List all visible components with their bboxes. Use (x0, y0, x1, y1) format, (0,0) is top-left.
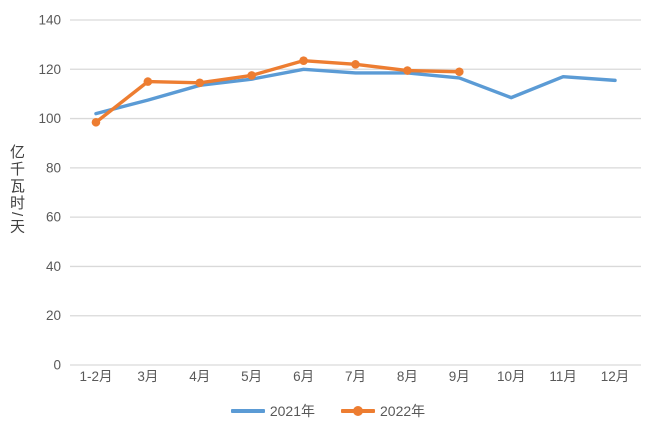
y-tick-label: 20 (46, 308, 61, 323)
data-point-marker (403, 66, 412, 75)
x-tick-label: 4月 (189, 369, 210, 384)
series-line-2021 (94, 67, 617, 116)
data-point-marker (299, 56, 308, 65)
x-tick-label: 3月 (137, 369, 158, 384)
legend-line-swatch-2021 (230, 409, 265, 413)
x-tick-label: 12月 (601, 369, 630, 384)
x-tick-label: 11月 (549, 369, 577, 384)
legend-item-2022[interactable]: 2022年 (341, 401, 425, 421)
x-tick-label: 9月 (449, 369, 470, 384)
y-axis-title: 亿千瓦时/天 (8, 144, 25, 236)
x-tick-label: 10月 (497, 369, 526, 384)
x-tick-label: 5月 (241, 369, 262, 384)
legend-item-2021[interactable]: 2021年 (230, 401, 315, 421)
y-tick-label: 0 (53, 358, 61, 373)
y-tick-label: 80 (46, 160, 61, 175)
data-point-marker (143, 77, 153, 86)
data-point-marker (91, 117, 101, 127)
chart-legend: 2021年 2022年 (0, 401, 656, 421)
y-tick-label: 140 (38, 13, 61, 28)
legend-label-2022: 2022年 (380, 403, 426, 419)
legend-marker-dot (353, 406, 363, 416)
data-point-marker (195, 78, 205, 88)
series-line-2022 (94, 58, 462, 124)
y-tick-label: 40 (46, 259, 61, 274)
x-tick-label: 7月 (345, 369, 366, 384)
x-tick-label: 8月 (397, 369, 418, 384)
y-tick-label: 60 (46, 210, 61, 225)
x-tick-label: 6月 (293, 369, 314, 384)
data-point-marker (351, 60, 360, 69)
x-tick-label: 1-2月 (79, 369, 112, 384)
legend-label-2021: 2021年 (269, 403, 315, 419)
data-point-marker (455, 67, 464, 77)
y-tick-label: 100 (38, 111, 61, 126)
legend-line-swatch-2022 (341, 406, 375, 416)
data-point-marker (247, 71, 256, 80)
y-tick-label: 120 (38, 62, 61, 77)
